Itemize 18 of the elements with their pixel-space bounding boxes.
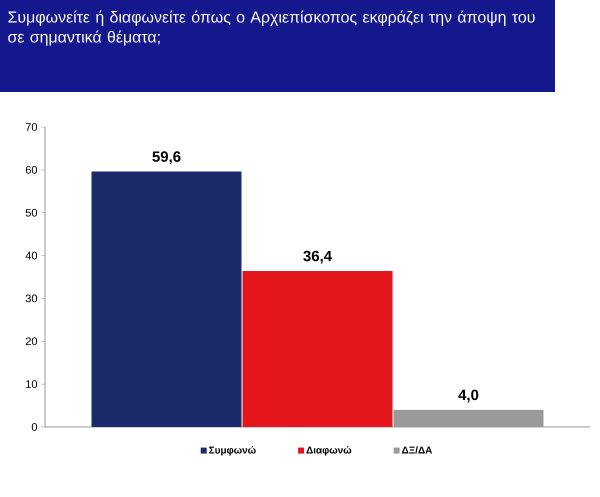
data-label: 59,6 — [152, 151, 180, 164]
bar — [242, 270, 393, 427]
legend-label: Διαφωνώ — [306, 446, 352, 456]
data-label: 36,4 — [303, 250, 332, 264]
legend-label: Συμφωνώ — [209, 446, 256, 456]
y-tick-label: 60 — [26, 166, 38, 174]
y-tick-label: 50 — [26, 208, 38, 217]
y-tick-label: 30 — [26, 294, 38, 302]
y-tick-label: 0 — [32, 423, 38, 431]
y-tick-label: 20 — [26, 337, 38, 346]
y-tick-label: 40 — [26, 252, 38, 260]
y-tick-label: 70 — [26, 123, 38, 131]
data-label: 4,0 — [458, 390, 478, 402]
y-tick-label: 10 — [26, 380, 38, 388]
legend-label: ΔΞ/ΔΑ — [402, 446, 432, 454]
bar — [92, 172, 242, 427]
chart-title: Συμφωνείτε ή διαφωνείτε όπως ο Αρχιεπίσκοπος εκφράζει την άποψη του σε σημαντικά θέματα; — [8, 10, 535, 46]
bar — [394, 410, 544, 427]
